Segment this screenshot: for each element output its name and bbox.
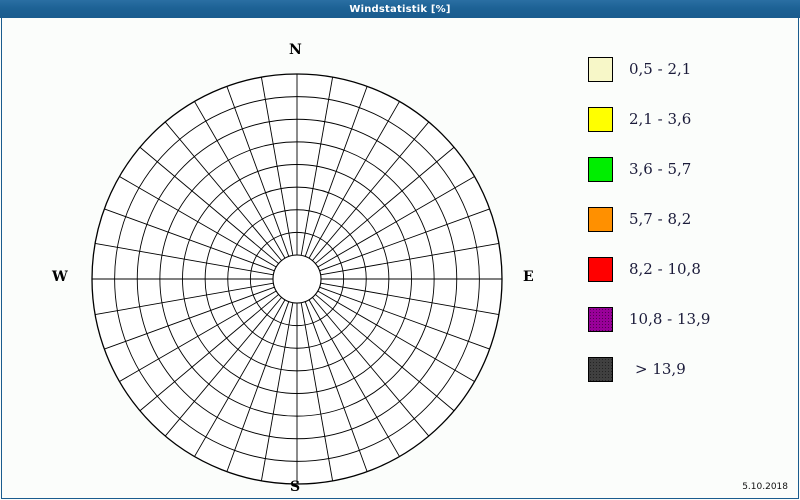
wind-rose-spoke	[104, 208, 275, 272]
legend-swatch	[588, 356, 613, 382]
legend-label: 2,1 - 3,6	[629, 110, 692, 128]
wind-rose-spoke	[312, 297, 430, 437]
wind-rose-spoke	[317, 176, 475, 268]
wind-rose-spoke	[304, 301, 368, 472]
wind-rose-spoke	[317, 290, 475, 382]
wind-rose-spoke	[260, 302, 294, 481]
wind-rose-spoke	[119, 176, 277, 268]
legend-label: 0,5 - 2,1	[629, 60, 692, 78]
legend-label: 8,2 - 10,8	[629, 260, 701, 278]
window-client-area: N S W E 0,5 - 2,1 2,1 - 3,6 3,6 - 5,7 5,7 -…	[1, 18, 799, 499]
legend-swatch	[588, 256, 613, 282]
wind-rose-spoke	[119, 290, 277, 382]
wind-rose-spoke	[320, 242, 499, 276]
wind-rose-spoke	[226, 86, 290, 257]
wind-rose-spoke	[304, 86, 368, 257]
wind-rose-grid	[91, 73, 503, 485]
wind-rose-spoke	[300, 77, 334, 256]
wind-rose-spoke	[308, 299, 400, 457]
legend-item[interactable]: 0,5 - 2,1	[577, 44, 792, 94]
legend-item[interactable]: 2,1 - 3,6	[577, 94, 792, 144]
wind-rose-spoke	[95, 282, 274, 316]
date-stamp: 5.10.2018	[742, 482, 788, 492]
legend-swatch	[588, 56, 613, 82]
legend-label: 10,8 - 13,9	[629, 310, 711, 328]
wind-rose-spoke	[164, 297, 282, 437]
legend-label: 3,6 - 5,7	[629, 160, 692, 178]
wind-rose-spoke	[300, 302, 334, 481]
window-title: Windstatistik [%]	[349, 3, 451, 15]
wind-rose-spoke	[139, 146, 279, 264]
compass-label-west: W	[52, 269, 68, 285]
compass-label-north: N	[289, 42, 302, 58]
legend-item[interactable]: 10,8 - 13,9	[577, 294, 792, 344]
legend-swatch	[588, 306, 613, 332]
wind-rose-svg	[91, 73, 503, 485]
wind-rose-spoke	[260, 77, 294, 256]
wind-rose-center-hole	[272, 254, 322, 304]
legend-item[interactable]: 3,6 - 5,7	[577, 144, 792, 194]
wind-rose-spoke	[315, 294, 455, 412]
legend-item[interactable]: 5,7 - 8,2	[577, 194, 792, 244]
window-title-bar: Windstatistik [%]	[0, 0, 800, 18]
wind-rose-spoke	[139, 294, 279, 412]
wind-rose-spoke	[164, 121, 282, 261]
speed-bin-legend: 0,5 - 2,1 2,1 - 3,6 3,6 - 5,7 5,7 - 8,2 8,2 …	[577, 44, 792, 394]
legend-label: 5,7 - 8,2	[629, 210, 692, 228]
wind-rose-spoke	[319, 286, 490, 350]
legend-swatch	[588, 106, 613, 132]
legend-label: > 13,9	[635, 360, 686, 378]
wind-rose-spoke	[319, 208, 490, 272]
wind-rose-spoke	[320, 282, 499, 316]
wind-rose-spoke	[95, 242, 274, 276]
wind-rose-chart: N S W E	[2, 18, 562, 499]
legend-swatch	[588, 206, 613, 232]
legend-item[interactable]: > 13,9	[577, 344, 792, 394]
wind-rose-spoke	[194, 101, 286, 259]
wind-rose-spoke	[194, 299, 286, 457]
wind-rose-spoke	[104, 286, 275, 350]
compass-label-south: S	[290, 479, 301, 495]
wind-rose-spoke	[226, 301, 290, 472]
compass-label-east: E	[523, 269, 534, 285]
legend-swatch	[588, 156, 613, 182]
legend-item[interactable]: 8,2 - 10,8	[577, 244, 792, 294]
wind-rose-spoke	[308, 101, 400, 259]
wind-rose-spoke	[315, 146, 455, 264]
wind-rose-spoke	[312, 121, 430, 261]
